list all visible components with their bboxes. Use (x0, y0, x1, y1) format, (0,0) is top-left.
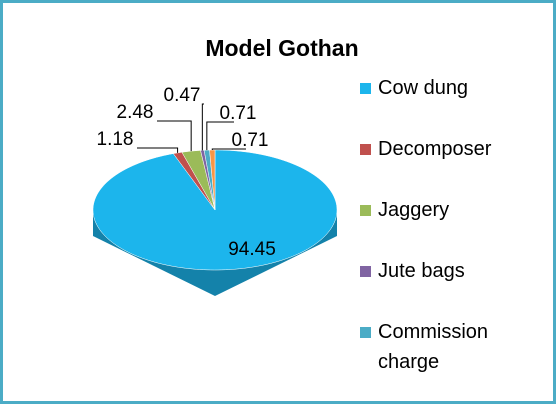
legend-swatch (360, 144, 371, 155)
pie: 94.45 1.18 2.48 0.47 0.71 0.71 (92, 85, 338, 296)
leader-line (211, 148, 246, 151)
legend-swatch (360, 83, 371, 94)
leader-line (201, 103, 204, 151)
leader-line (137, 147, 179, 153)
pie-slice (181, 150, 216, 211)
legend-label: Jaggery (378, 199, 450, 221)
legend-label: Cow dung (378, 77, 469, 99)
legend-swatch (360, 205, 371, 216)
legend-entry: Decomposer (360, 134, 538, 164)
leader-line (157, 120, 192, 152)
data-label: 94.45 (228, 239, 276, 260)
legend-entry: Cow dung (360, 73, 538, 103)
legend-swatch (360, 266, 371, 277)
legend-swatch (360, 327, 371, 338)
legend-entry: Jaggery (360, 195, 538, 225)
legend-entry: Jute bags (360, 256, 538, 286)
legend-label: Jute bags (378, 260, 465, 282)
data-label: 0.47 (164, 85, 201, 106)
data-label: 0.71 (232, 130, 269, 151)
legend-label: Decomposer (378, 138, 492, 160)
legend-entry: Commission charge (360, 317, 538, 377)
data-label: 1.18 (97, 129, 134, 150)
data-label: 0.71 (220, 103, 257, 124)
pie-side (93, 210, 337, 296)
data-label: 2.48 (117, 102, 154, 123)
legend-label: Commission charge (378, 321, 489, 373)
chart-title: Model Gothan (205, 35, 358, 61)
leader-line (206, 121, 234, 151)
